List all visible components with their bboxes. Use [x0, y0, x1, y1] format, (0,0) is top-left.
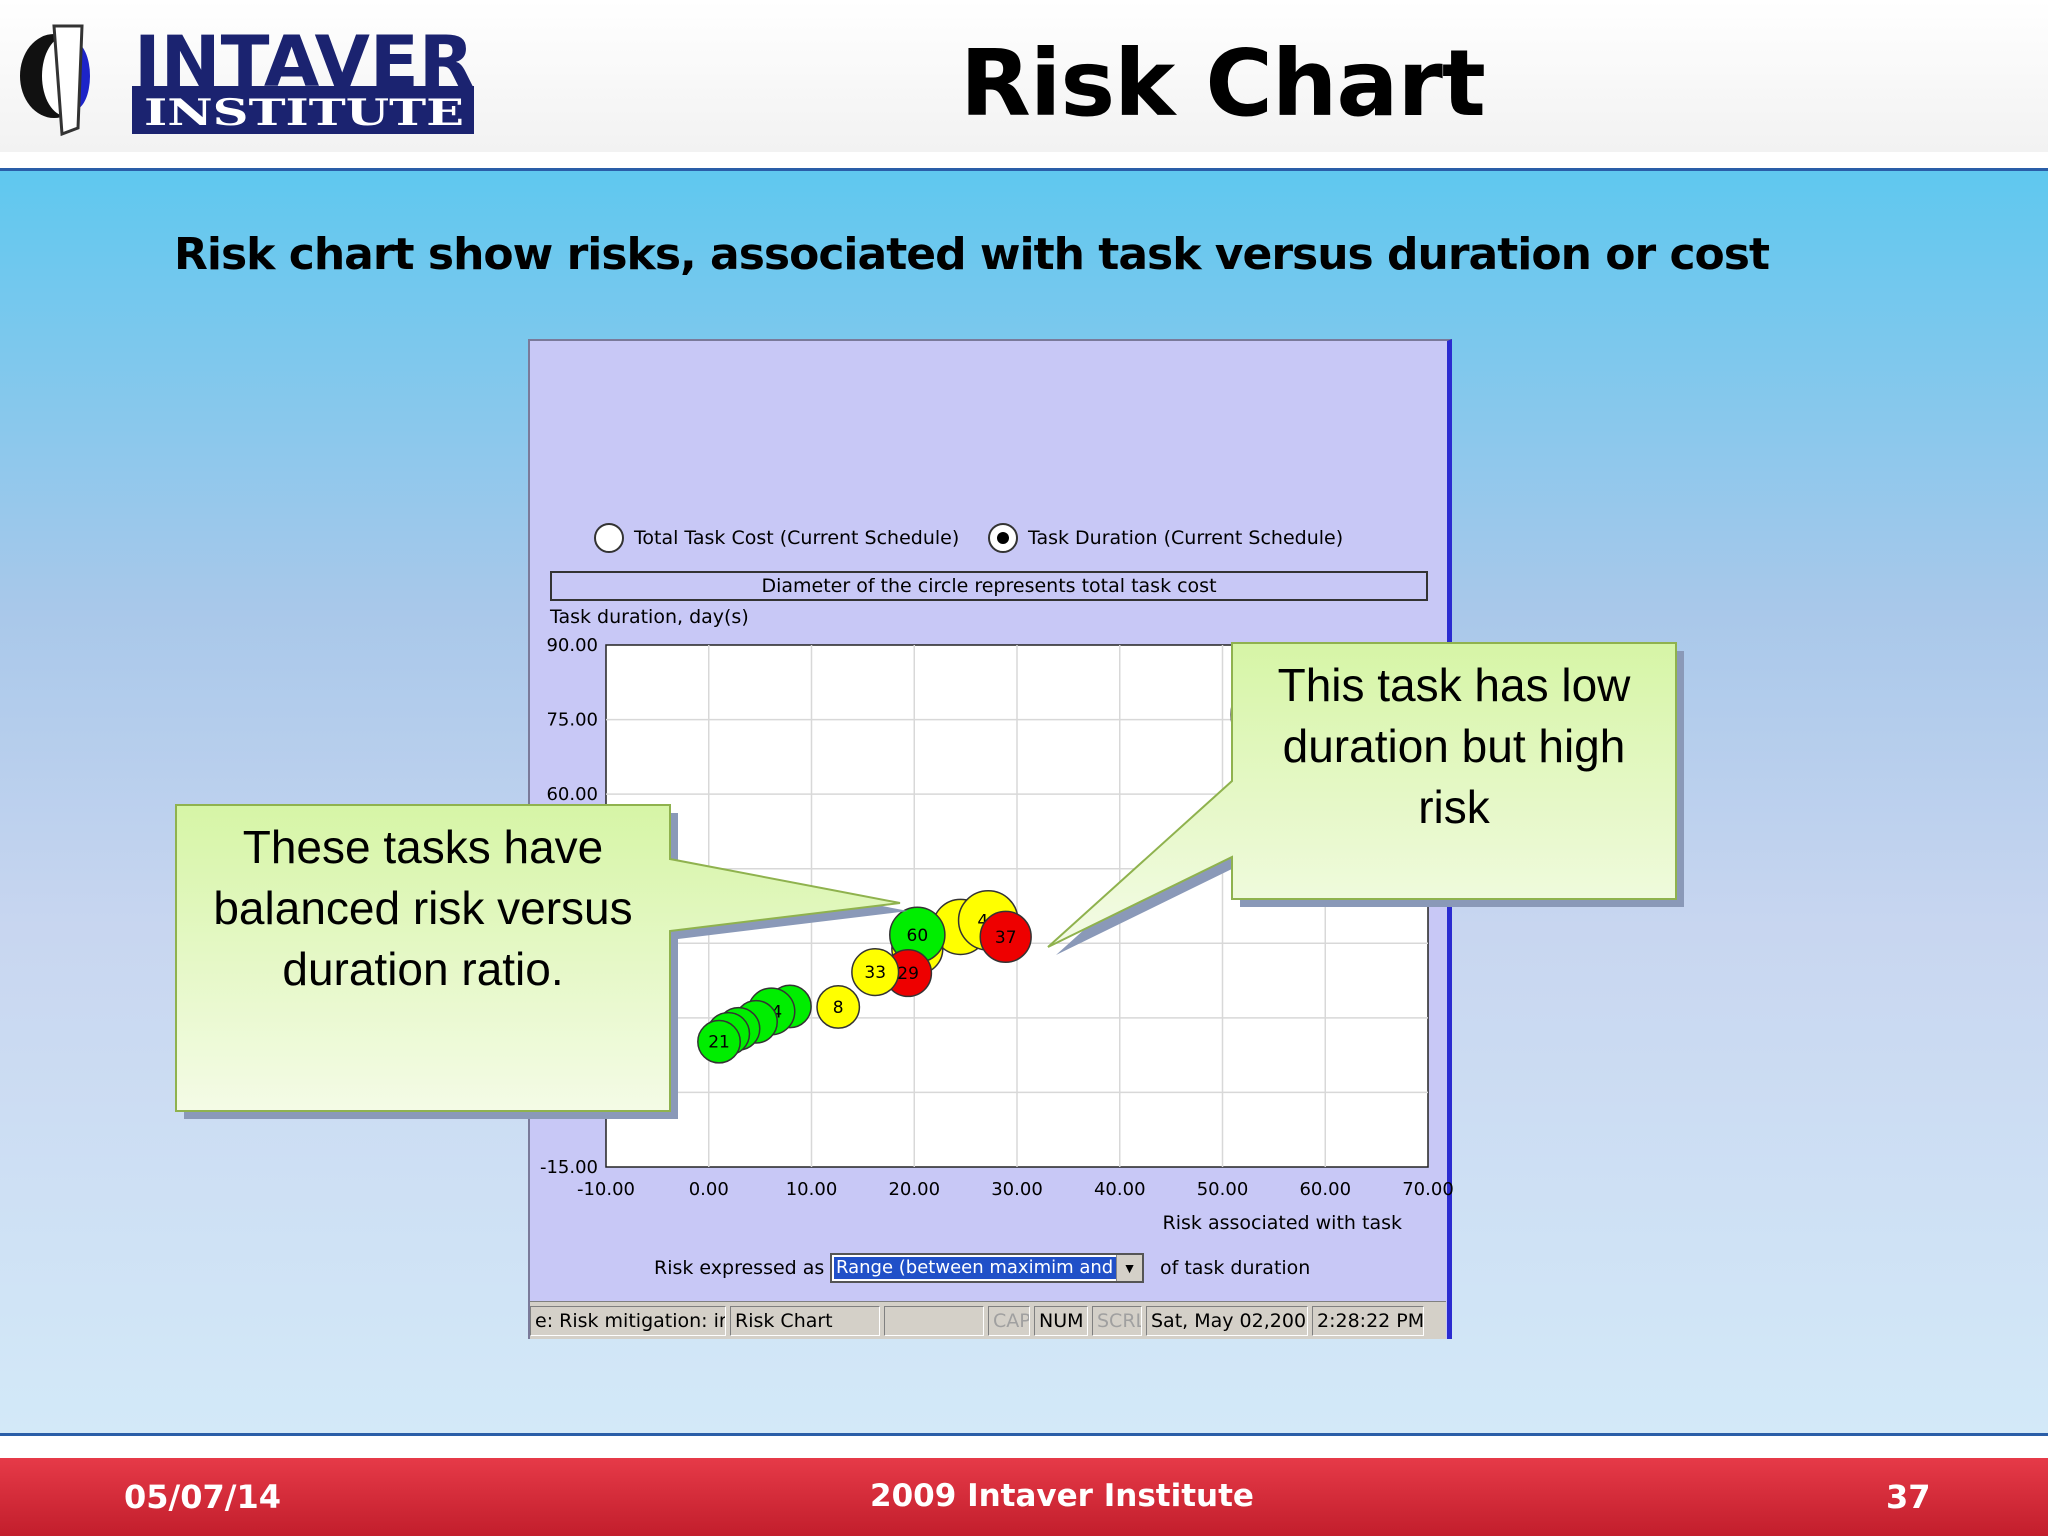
- footer-date: 05/07/14: [124, 1478, 281, 1516]
- x-tick-label: 30.00: [991, 1179, 1043, 1200]
- status-risk-mitigation: e: Risk mitigation: ir: [530, 1306, 726, 1336]
- x-tick-label: 60.00: [1299, 1179, 1351, 1200]
- bubble-label: 33: [864, 963, 886, 983]
- status-num: NUM: [1034, 1306, 1088, 1336]
- logo-line1: INTAVER: [134, 24, 474, 103]
- bubble-label: 8: [833, 998, 844, 1018]
- x-tick-label: -10.00: [577, 1179, 635, 1200]
- radio-total-task-cost-label: Total Task Cost (Current Schedule): [634, 527, 960, 549]
- status-view-name: Risk Chart: [730, 1306, 880, 1336]
- slide-subtitle: Risk chart show risks, associated with t…: [174, 229, 1770, 280]
- y-tick-label: 75.00: [546, 710, 598, 731]
- page-number: 37: [1886, 1478, 1931, 1516]
- callout-left-text: These tasks have balanced risk versus du…: [213, 821, 633, 995]
- y-axis-label: Task duration, day(s): [549, 606, 749, 628]
- intaver-logo: INTAVER INSTITUTE: [20, 24, 474, 137]
- risk-chart-window: Total Task Cost (Current Schedule) Task …: [528, 339, 1454, 1339]
- status-time: 2:28:22 PM: [1312, 1306, 1424, 1336]
- risk-bubble: [979, 910, 1032, 964]
- chevron-down-icon[interactable]: ▼: [1116, 1255, 1142, 1281]
- x-axis-label: Risk associated with task: [1163, 1212, 1402, 1234]
- risk-suffix-label: of task duration: [1160, 1257, 1311, 1279]
- callout-right-text: This task has low duration but high risk: [1277, 659, 1631, 833]
- risk-dropdown-value: Range (between maximim and mi: [834, 1257, 1116, 1279]
- x-tick-label: 70.00: [1402, 1179, 1454, 1200]
- logo-line2: INSTITUTE: [144, 92, 464, 134]
- status-cap: CAP: [988, 1306, 1030, 1336]
- y-tick-label: 90.00: [546, 635, 598, 656]
- bubble-label: 37: [995, 928, 1017, 948]
- radio-total-task-cost[interactable]: [594, 523, 624, 553]
- x-tick-label: 40.00: [1094, 1179, 1146, 1200]
- bubble-label: 29: [897, 964, 919, 984]
- slide-footer: 05/07/14 2009 Intaver Institute 37: [0, 1458, 2048, 1536]
- x-tick-label: 20.00: [888, 1179, 940, 1200]
- status-empty-cell: [884, 1306, 984, 1336]
- bubble-label: 21: [708, 1033, 730, 1053]
- radio-task-duration[interactable]: [988, 523, 1018, 553]
- info-box: Diameter of the circle represents total …: [550, 571, 1428, 601]
- radio-task-duration-label: Task Duration (Current Schedule): [1028, 527, 1344, 549]
- slide-header: INTAVER INSTITUTE Risk Chart: [0, 0, 2048, 152]
- status-bar: e: Risk mitigation: ir Risk Chart CAP NU…: [530, 1301, 1446, 1339]
- x-tick-label: 0.00: [689, 1179, 729, 1200]
- y-tick-label: 60.00: [546, 784, 598, 805]
- y-tick-label: -15.00: [540, 1157, 598, 1178]
- x-tick-label: 50.00: [1197, 1179, 1249, 1200]
- page-title: Risk Chart: [960, 30, 1486, 137]
- bubble-label: 60: [907, 926, 929, 946]
- status-scrl: SCRL: [1092, 1306, 1142, 1336]
- footer-copyright: 2009 Intaver Institute: [870, 1478, 1254, 1514]
- x-tick-label: 10.00: [786, 1179, 838, 1200]
- slide-body: Risk chart show risks, associated with t…: [0, 168, 2048, 1436]
- status-date: Sat, May 02,2009: [1146, 1306, 1308, 1336]
- risk-expressed-label: Risk expressed as: [654, 1257, 825, 1279]
- risk-expressed-dropdown[interactable]: Range (between maximim and mi ▼: [830, 1253, 1144, 1283]
